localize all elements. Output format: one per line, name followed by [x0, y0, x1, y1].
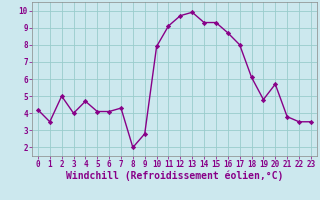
X-axis label: Windchill (Refroidissement éolien,°C): Windchill (Refroidissement éolien,°C) [66, 171, 283, 181]
